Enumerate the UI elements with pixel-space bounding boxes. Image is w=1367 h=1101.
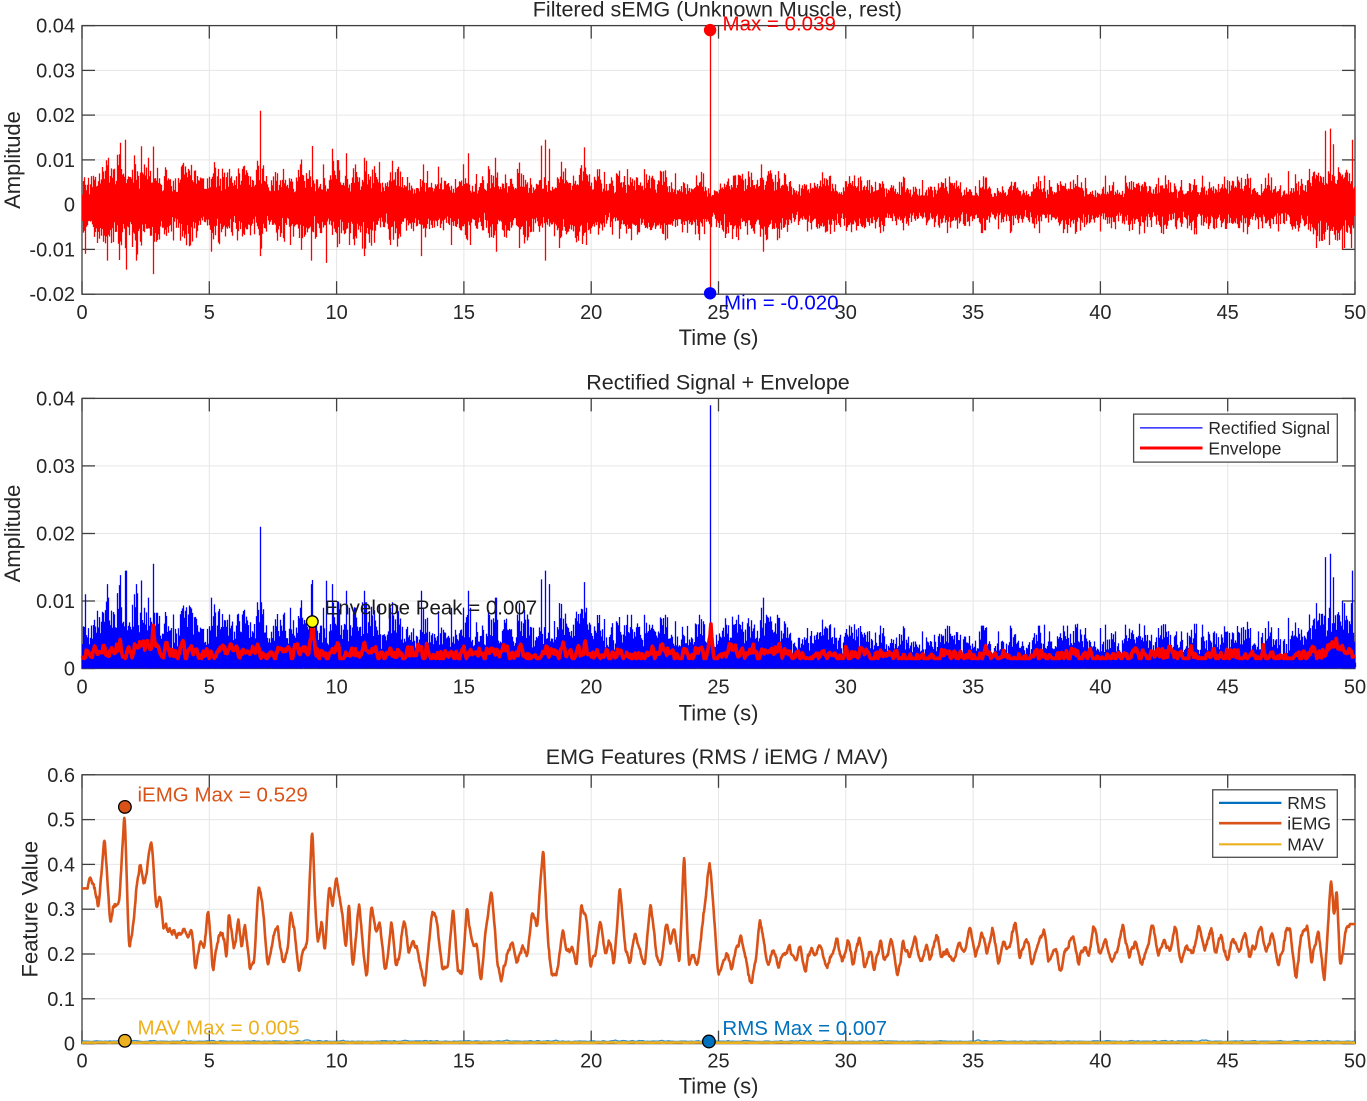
- svg-text:0.04: 0.04: [36, 388, 75, 410]
- svg-text:50: 50: [1344, 302, 1366, 324]
- svg-text:5: 5: [204, 677, 215, 699]
- svg-text:35: 35: [962, 1051, 984, 1073]
- svg-text:0.02: 0.02: [36, 105, 75, 127]
- svg-text:iEMG: iEMG: [1287, 814, 1331, 834]
- svg-text:45: 45: [1217, 302, 1239, 324]
- svg-text:-0.01: -0.01: [29, 239, 75, 261]
- svg-text:0.2: 0.2: [47, 944, 75, 966]
- svg-text:0.02: 0.02: [36, 524, 75, 546]
- svg-text:0.03: 0.03: [36, 60, 75, 82]
- svg-text:15: 15: [453, 677, 475, 699]
- svg-text:30: 30: [835, 302, 857, 324]
- svg-text:MAV Max = 0.005: MAV Max = 0.005: [138, 1017, 300, 1040]
- svg-text:0.5: 0.5: [47, 810, 75, 832]
- svg-text:45: 45: [1217, 677, 1239, 699]
- svg-text:0.4: 0.4: [47, 854, 75, 876]
- svg-text:5: 5: [204, 1051, 215, 1073]
- svg-text:Rectified Signal + Envelope: Rectified Signal + Envelope: [586, 371, 850, 395]
- svg-text:0: 0: [64, 1034, 75, 1056]
- svg-text:Rectified Signal: Rectified Signal: [1208, 418, 1330, 438]
- svg-text:20: 20: [580, 1051, 602, 1073]
- svg-text:25: 25: [707, 677, 729, 699]
- svg-text:0: 0: [64, 659, 75, 681]
- svg-text:0.01: 0.01: [36, 150, 75, 172]
- svg-text:0.6: 0.6: [47, 765, 75, 787]
- svg-text:0: 0: [76, 1051, 87, 1073]
- svg-text:iEMG Max = 0.529: iEMG Max = 0.529: [138, 784, 308, 807]
- svg-text:0.04: 0.04: [36, 16, 75, 38]
- svg-text:Max = 0.039: Max = 0.039: [723, 13, 836, 36]
- svg-text:Envelope Peak = 0.007: Envelope Peak = 0.007: [325, 596, 538, 619]
- svg-text:Time (s): Time (s): [679, 700, 759, 725]
- svg-text:35: 35: [962, 302, 984, 324]
- svg-text:MAV: MAV: [1287, 835, 1324, 855]
- svg-text:20: 20: [580, 677, 602, 699]
- svg-text:0: 0: [76, 677, 87, 699]
- svg-text:40: 40: [1089, 677, 1111, 699]
- svg-text:RMS Max = 0.007: RMS Max = 0.007: [722, 1017, 887, 1040]
- svg-text:20: 20: [580, 302, 602, 324]
- svg-text:-0.02: -0.02: [29, 284, 75, 306]
- svg-text:0.1: 0.1: [47, 989, 75, 1011]
- svg-text:0: 0: [76, 302, 87, 324]
- svg-text:0.03: 0.03: [36, 456, 75, 478]
- svg-text:0: 0: [64, 195, 75, 217]
- svg-text:40: 40: [1089, 1051, 1111, 1073]
- svg-text:15: 15: [453, 302, 475, 324]
- svg-text:25: 25: [707, 302, 729, 324]
- svg-text:25: 25: [707, 1051, 729, 1073]
- svg-text:Feature Value: Feature Value: [18, 841, 43, 978]
- svg-text:Min = -0.020: Min = -0.020: [724, 292, 839, 315]
- svg-text:Time (s): Time (s): [679, 1074, 759, 1099]
- svg-text:5: 5: [204, 302, 215, 324]
- svg-text:15: 15: [453, 1051, 475, 1073]
- svg-text:35: 35: [962, 677, 984, 699]
- svg-text:EMG Features (RMS / iEMG / MAV: EMG Features (RMS / iEMG / MAV): [546, 745, 888, 769]
- svg-text:45: 45: [1217, 1051, 1239, 1073]
- svg-text:30: 30: [835, 1051, 857, 1073]
- svg-text:Time (s): Time (s): [679, 325, 759, 350]
- svg-text:10: 10: [325, 302, 347, 324]
- svg-text:0.3: 0.3: [47, 899, 75, 921]
- svg-text:Filtered sEMG (Unknown Muscle,: Filtered sEMG (Unknown Muscle, rest): [533, 0, 902, 22]
- svg-text:0.01: 0.01: [36, 591, 75, 613]
- svg-text:30: 30: [835, 677, 857, 699]
- svg-text:40: 40: [1089, 302, 1111, 324]
- svg-text:Amplitude: Amplitude: [0, 111, 25, 209]
- svg-text:50: 50: [1344, 677, 1366, 699]
- svg-text:RMS: RMS: [1287, 793, 1326, 813]
- svg-text:Amplitude: Amplitude: [0, 485, 25, 583]
- svg-text:10: 10: [325, 1051, 347, 1073]
- svg-text:50: 50: [1344, 1051, 1366, 1073]
- svg-text:Envelope: Envelope: [1208, 438, 1281, 458]
- svg-text:10: 10: [325, 677, 347, 699]
